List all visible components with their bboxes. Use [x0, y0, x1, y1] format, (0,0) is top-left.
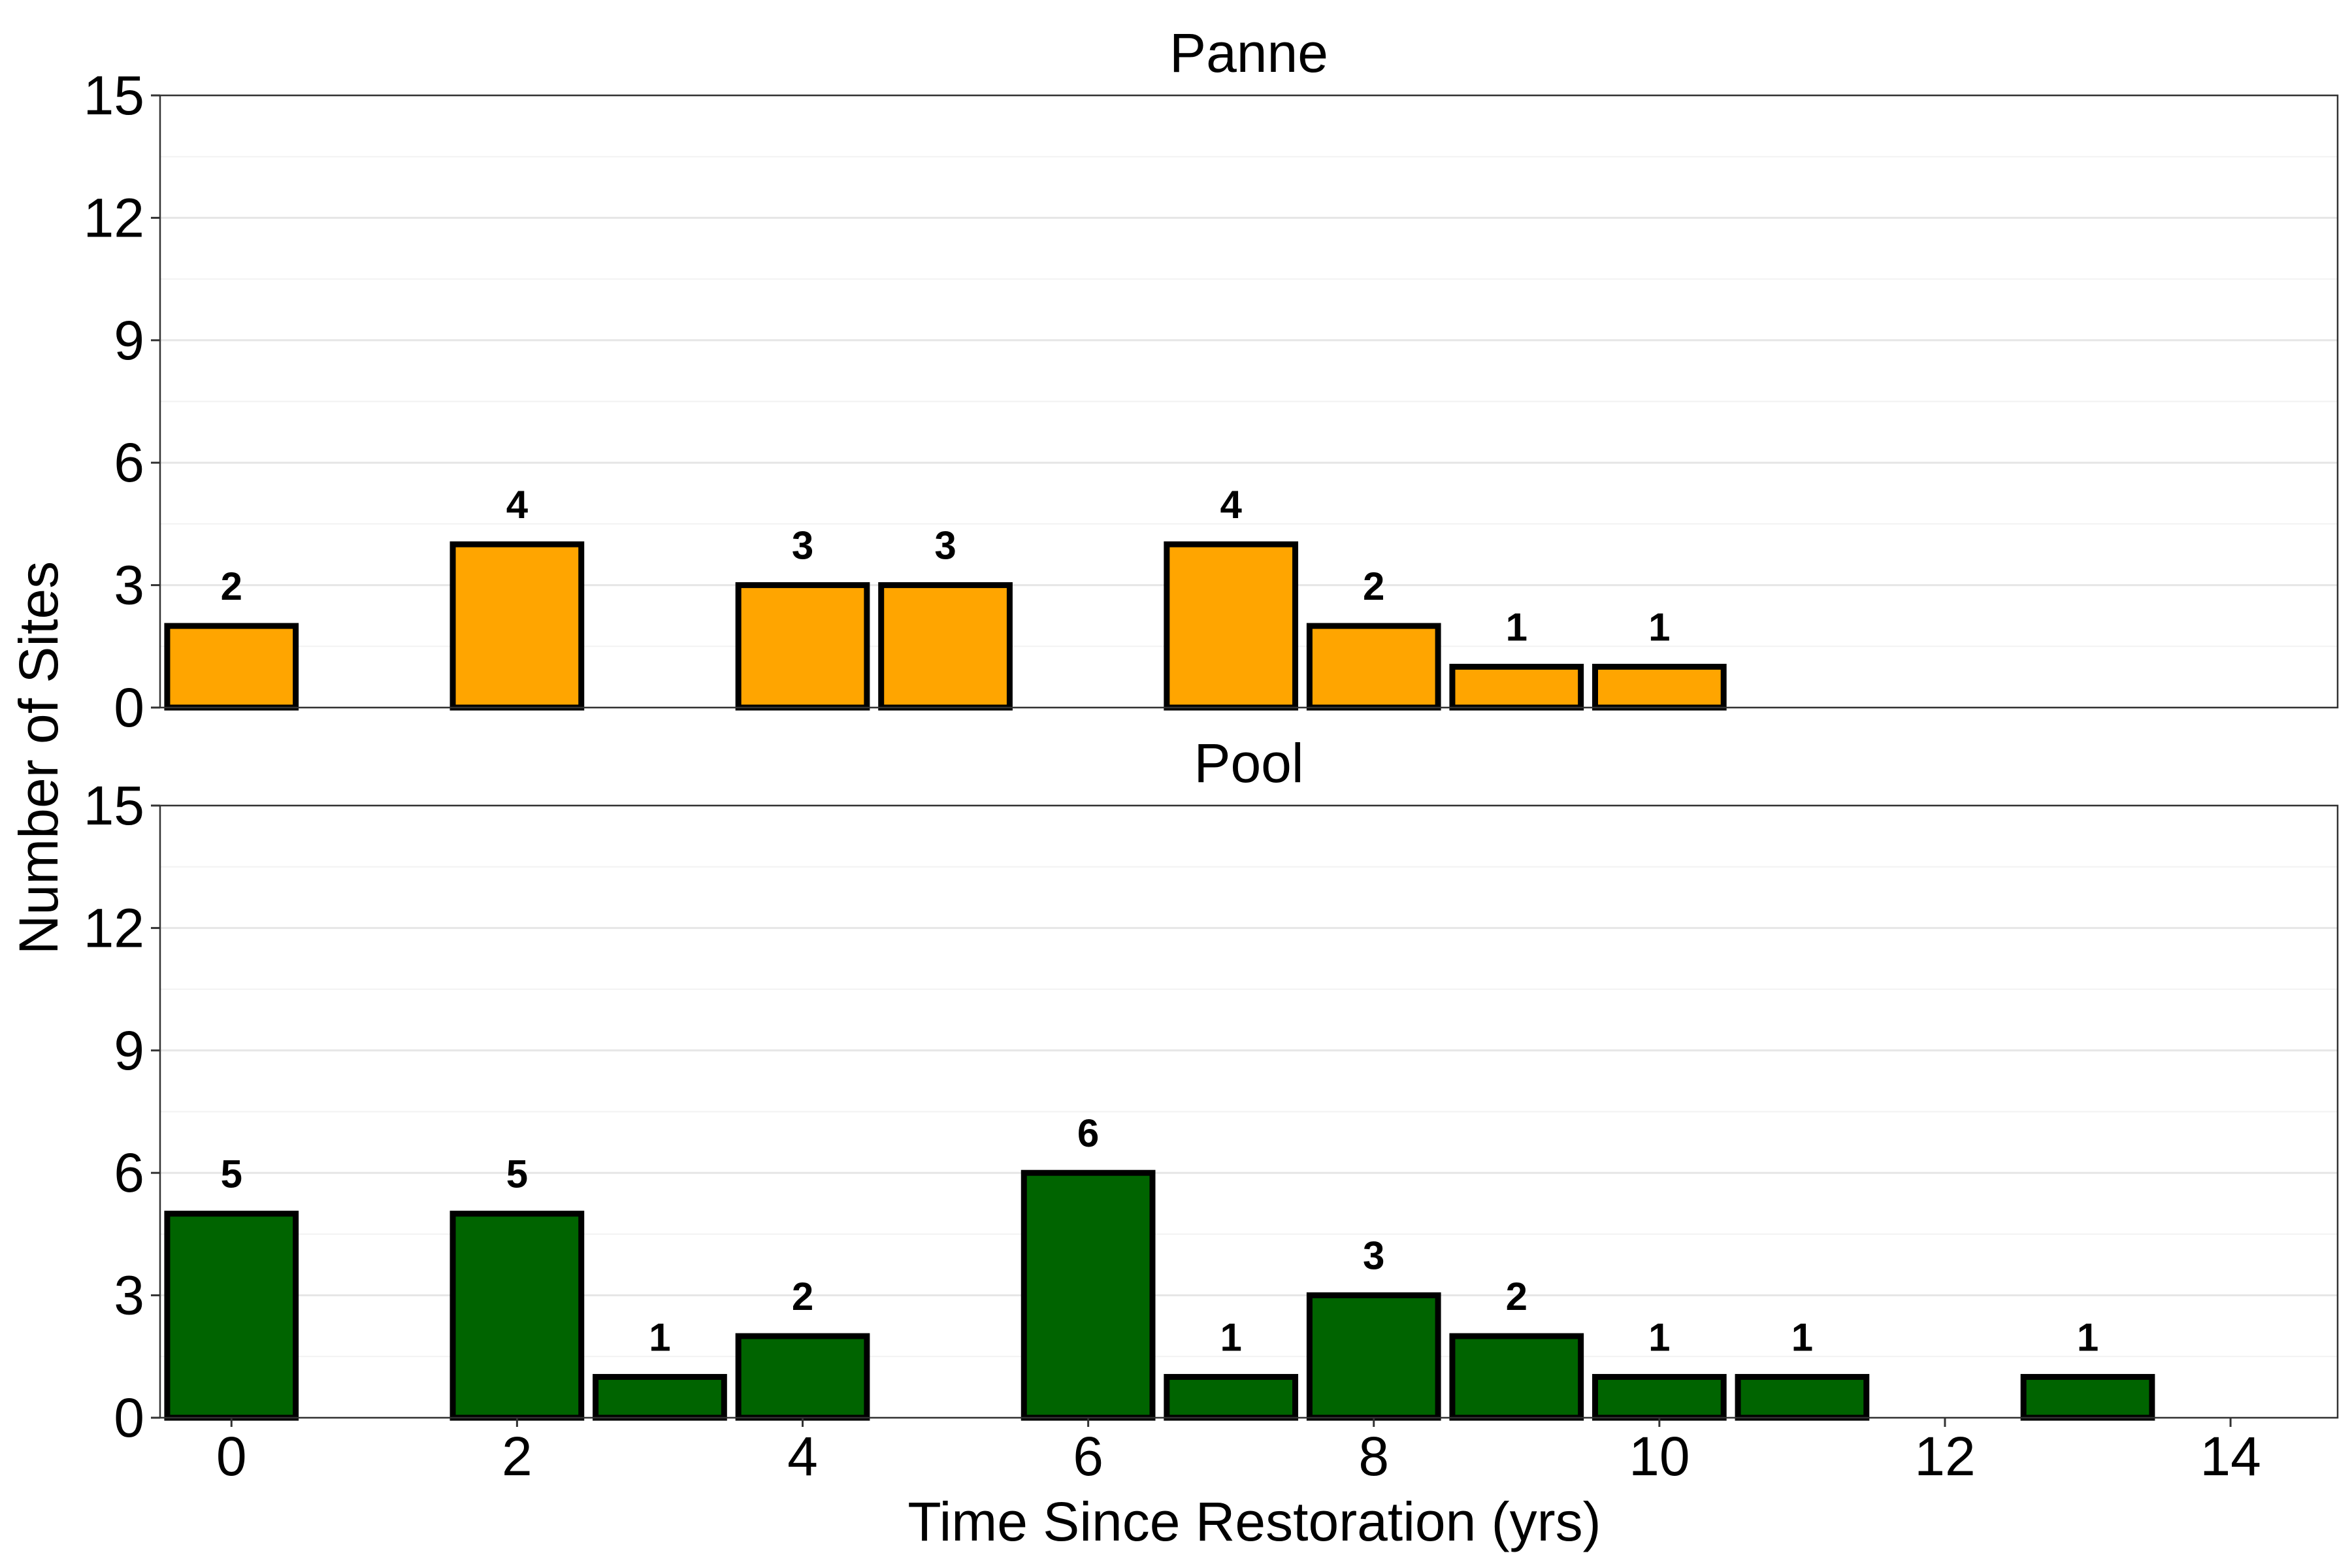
bar [1164, 1374, 1299, 1421]
bar-value-label: 2 [221, 564, 242, 608]
panel-panne: 0 3 6 9 12 15 Panne 2 4 3 3 4 2 1 1 [84, 22, 2339, 738]
bar-value-label: 1 [1220, 1316, 1241, 1360]
panel-border [159, 804, 2339, 1419]
bar [593, 1374, 727, 1421]
y-axis-title: Number of Sites [8, 561, 69, 955]
bar-value-label: 1 [649, 1316, 670, 1360]
bar [1592, 1374, 1727, 1421]
bar [735, 582, 870, 711]
x-axis: 0 2 4 6 8 10 12 14 [216, 1418, 2261, 1487]
x-tick-label: 0 [216, 1426, 247, 1487]
x-tick-label: 6 [1073, 1426, 1103, 1487]
bar-value-label: 2 [1506, 1275, 1527, 1318]
bar-value-label: 1 [1648, 606, 1670, 649]
y-tick-label: 0 [114, 677, 144, 738]
bar-value-label: 4 [1220, 483, 1242, 527]
bar [2020, 1374, 2155, 1421]
bar [1306, 623, 1441, 711]
x-tick-label: 2 [502, 1426, 532, 1487]
bar [1449, 664, 1584, 711]
x-axis-title: Time Since Restoration (yrs) [907, 1491, 1601, 1552]
bar-value-label: 1 [2077, 1316, 2099, 1360]
bar [1164, 541, 1299, 711]
bar-value-label: 2 [792, 1275, 813, 1318]
bar [1735, 1374, 1870, 1421]
y-tick-label: 9 [114, 1020, 144, 1081]
bar [164, 1211, 299, 1421]
bar [1592, 664, 1727, 711]
y-tick-label: 9 [114, 310, 144, 371]
bar [164, 623, 299, 711]
panel-title: Pool [1194, 732, 1303, 794]
bar [1306, 1292, 1441, 1421]
bar [449, 1211, 585, 1421]
y-tick-label: 0 [114, 1387, 144, 1448]
bar [1021, 1169, 1156, 1421]
bar-value-label: 1 [1648, 1316, 1670, 1360]
y-tick-label: 6 [114, 432, 144, 493]
x-tick-label: 12 [1914, 1426, 1975, 1487]
y-tick-label: 15 [84, 775, 144, 836]
bar-value-label: 1 [1791, 1316, 1813, 1360]
x-tick-label: 14 [2200, 1426, 2261, 1487]
panel-title: Panne [1169, 22, 1328, 84]
bar [878, 582, 1013, 711]
y-tick-label: 6 [114, 1142, 144, 1203]
bar-value-label: 5 [506, 1152, 528, 1196]
y-tick-label: 12 [84, 187, 144, 248]
x-tick-label: 8 [1358, 1426, 1389, 1487]
bar-value-label: 5 [221, 1152, 242, 1196]
bar [735, 1333, 870, 1421]
y-tick-label: 15 [84, 65, 144, 126]
bar-value-label: 4 [506, 483, 529, 527]
y-tick-label: 3 [114, 1265, 144, 1326]
bar-value-label: 3 [792, 524, 813, 568]
y-tick-label: 12 [84, 897, 144, 958]
bar-value-label: 3 [1363, 1234, 1384, 1278]
bar [449, 541, 585, 711]
bar-value-label: 6 [1077, 1111, 1099, 1155]
panel-border [159, 94, 2339, 709]
bar-value-label: 2 [1363, 564, 1384, 608]
bar-value-label: 1 [1506, 606, 1527, 649]
x-tick-label: 10 [1629, 1426, 1690, 1487]
y-tick-label: 3 [114, 555, 144, 616]
bar [1449, 1333, 1584, 1421]
bar-value-label: 3 [934, 524, 956, 568]
x-tick-label: 4 [787, 1426, 818, 1487]
